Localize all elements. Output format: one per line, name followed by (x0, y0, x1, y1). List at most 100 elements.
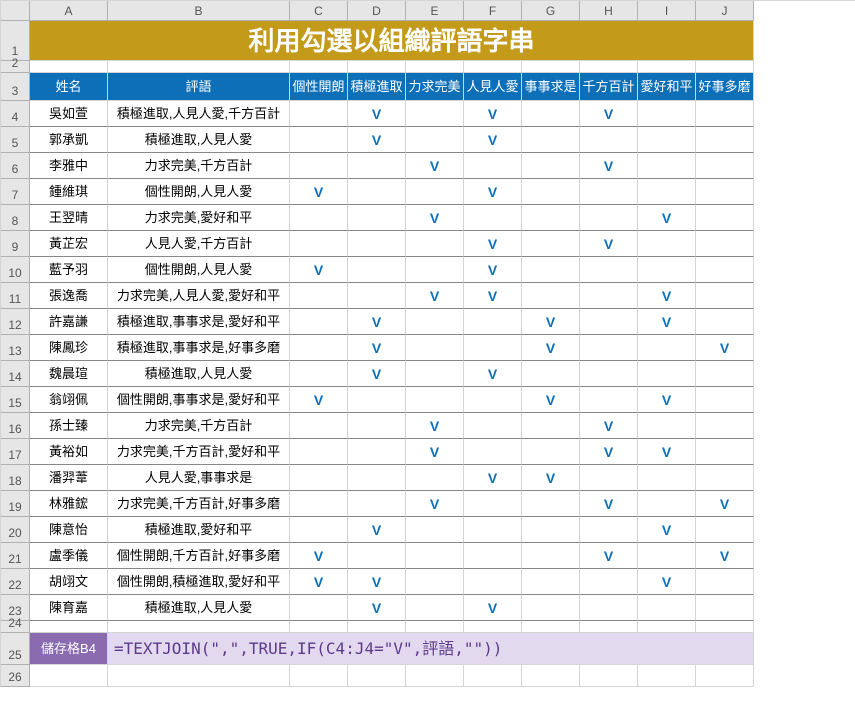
blank-cell[interactable] (522, 665, 580, 687)
tick-cell[interactable]: V (522, 309, 580, 335)
blank-cell[interactable] (406, 665, 464, 687)
row-header[interactable]: 2 (1, 61, 30, 73)
tick-cell[interactable]: V (348, 127, 406, 153)
tick-cell[interactable]: V (580, 153, 638, 179)
tick-cell[interactable] (464, 335, 522, 361)
name-cell[interactable]: 陳育嘉 (30, 595, 108, 621)
tick-cell[interactable] (522, 361, 580, 387)
tick-cell[interactable] (696, 465, 754, 491)
tick-cell[interactable] (290, 335, 348, 361)
tick-cell[interactable] (638, 127, 696, 153)
tick-cell[interactable] (348, 179, 406, 205)
comment-cell[interactable]: 積極進取,愛好和平 (108, 517, 290, 543)
row-header[interactable]: 25 (1, 633, 30, 665)
comment-cell[interactable]: 積極進取,人見人愛 (108, 595, 290, 621)
tick-cell[interactable]: V (580, 543, 638, 569)
blank-cell[interactable] (290, 61, 348, 73)
tick-cell[interactable] (522, 205, 580, 231)
tick-cell[interactable]: V (348, 517, 406, 543)
blank-cell[interactable] (580, 665, 638, 687)
tick-cell[interactable] (464, 413, 522, 439)
tick-cell[interactable] (638, 231, 696, 257)
tick-cell[interactable] (638, 179, 696, 205)
comment-cell[interactable]: 個性開朗,事事求是,愛好和平 (108, 387, 290, 413)
tick-cell[interactable] (290, 205, 348, 231)
col-header[interactable]: B (108, 1, 290, 21)
tick-cell[interactable]: V (638, 283, 696, 309)
blank-cell[interactable] (580, 61, 638, 73)
tick-cell[interactable] (638, 465, 696, 491)
tick-cell[interactable]: V (696, 543, 754, 569)
tick-cell[interactable] (580, 335, 638, 361)
tick-cell[interactable] (696, 179, 754, 205)
blank-cell[interactable] (290, 665, 348, 687)
tick-cell[interactable] (464, 543, 522, 569)
tick-cell[interactable] (638, 361, 696, 387)
tick-cell[interactable] (348, 283, 406, 309)
comment-cell[interactable]: 力求完美,千方百計 (108, 413, 290, 439)
tick-cell[interactable] (464, 569, 522, 595)
tick-cell[interactable] (406, 569, 464, 595)
name-cell[interactable]: 盧季儀 (30, 543, 108, 569)
tick-cell[interactable]: V (638, 439, 696, 465)
tick-cell[interactable]: V (464, 465, 522, 491)
comment-cell[interactable]: 個性開朗,人見人愛 (108, 257, 290, 283)
tick-cell[interactable] (580, 595, 638, 621)
tick-cell[interactable]: V (290, 543, 348, 569)
tick-cell[interactable] (290, 465, 348, 491)
tick-cell[interactable]: V (522, 465, 580, 491)
blank-cell[interactable] (348, 621, 406, 633)
corner-cell[interactable] (1, 1, 30, 21)
tick-cell[interactable] (406, 517, 464, 543)
col-header[interactable]: I (638, 1, 696, 21)
tick-cell[interactable] (696, 231, 754, 257)
row-header[interactable]: 10 (1, 257, 30, 283)
tick-cell[interactable] (638, 257, 696, 283)
tick-cell[interactable]: V (464, 283, 522, 309)
tick-cell[interactable] (348, 413, 406, 439)
blank-cell[interactable] (522, 61, 580, 73)
tick-cell[interactable]: V (464, 361, 522, 387)
comment-cell[interactable]: 個性開朗,積極進取,愛好和平 (108, 569, 290, 595)
tick-cell[interactable]: V (406, 439, 464, 465)
tick-cell[interactable] (290, 361, 348, 387)
tick-cell[interactable] (406, 101, 464, 127)
col-header[interactable]: G (522, 1, 580, 21)
tick-cell[interactable] (522, 153, 580, 179)
tick-cell[interactable] (580, 257, 638, 283)
tick-cell[interactable]: V (406, 283, 464, 309)
name-cell[interactable]: 陳鳳珍 (30, 335, 108, 361)
tick-cell[interactable] (696, 153, 754, 179)
col-header[interactable]: D (348, 1, 406, 21)
tick-cell[interactable] (406, 257, 464, 283)
blank-cell[interactable] (696, 665, 754, 687)
name-cell[interactable]: 張逸喬 (30, 283, 108, 309)
tick-cell[interactable] (464, 439, 522, 465)
blank-cell[interactable] (464, 61, 522, 73)
tick-cell[interactable] (580, 387, 638, 413)
tick-cell[interactable] (696, 283, 754, 309)
name-cell[interactable]: 翁翊佩 (30, 387, 108, 413)
tick-cell[interactable] (580, 283, 638, 309)
blank-cell[interactable] (464, 621, 522, 633)
name-cell[interactable]: 王翌晴 (30, 205, 108, 231)
tick-cell[interactable]: V (464, 257, 522, 283)
tick-cell[interactable] (406, 595, 464, 621)
comment-cell[interactable]: 積極進取,事事求是,好事多磨 (108, 335, 290, 361)
comment-cell[interactable]: 力求完美,愛好和平 (108, 205, 290, 231)
tick-cell[interactable] (696, 413, 754, 439)
tick-cell[interactable] (464, 517, 522, 543)
comment-cell[interactable]: 積極進取,事事求是,愛好和平 (108, 309, 290, 335)
tick-cell[interactable] (464, 205, 522, 231)
blank-cell[interactable] (696, 621, 754, 633)
tick-cell[interactable]: V (290, 257, 348, 283)
tick-cell[interactable] (522, 231, 580, 257)
tick-cell[interactable] (638, 413, 696, 439)
tick-cell[interactable] (464, 387, 522, 413)
tick-cell[interactable] (522, 517, 580, 543)
tick-cell[interactable] (348, 257, 406, 283)
tick-cell[interactable] (638, 595, 696, 621)
tick-cell[interactable]: V (464, 179, 522, 205)
row-header[interactable]: 20 (1, 517, 30, 543)
name-cell[interactable]: 陳意怡 (30, 517, 108, 543)
